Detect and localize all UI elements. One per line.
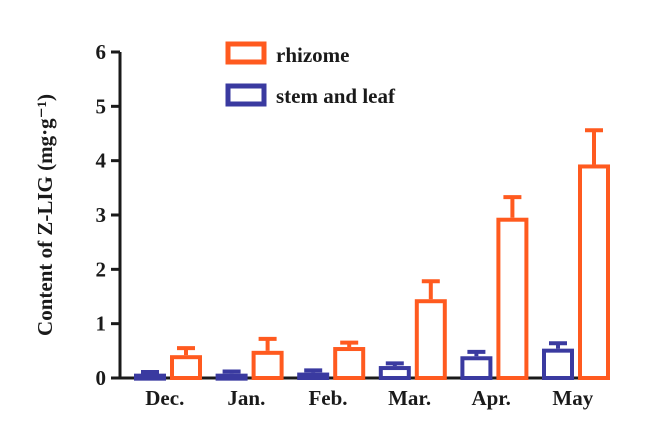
bar-rhizome [414,299,447,381]
x-category-labels: Dec. Jan. Feb. Mar. Apr. May [145,386,593,410]
x-category-label: Mar. [388,386,431,410]
y-axis-label: Content of Z-LIG (mg·g⁻¹) [33,94,57,336]
bar-stem-and-leaf [215,373,248,381]
bar-rhizome [170,355,202,380]
bar-rhizome [496,217,529,380]
x-category-label: Apr. [471,386,511,410]
bar-stem-and-leaf [134,373,166,381]
y-tick-label: 3 [96,203,107,227]
y-ticks: 0 1 2 3 4 5 6 [96,40,120,390]
legend-swatch-rhizome [225,41,267,65]
legend-label-rhizome: rhizome [276,43,349,67]
y-tick-label: 0 [96,366,107,390]
bar-rhizome [333,347,366,380]
legend-label-stem-and-leaf: stem and leaf [276,84,396,108]
bar-stem-and-leaf [460,356,493,380]
y-tick-label: 2 [96,257,107,281]
bar-rhizome [251,350,284,381]
legend: rhizome stem and leaf [225,41,396,108]
y-tick-label: 4 [96,149,107,173]
bar-stem-and-leaf [542,348,574,381]
bar-stem-and-leaf [378,366,411,380]
y-tick-label: 6 [96,40,107,64]
legend-swatch-stem-and-leaf [225,83,267,107]
x-category-label: Feb. [308,386,347,410]
bars [134,128,610,381]
bar-rhizome [578,164,610,380]
bar-stem-and-leaf [297,372,330,381]
x-category-label: Jan. [227,386,265,410]
x-category-label: May [552,386,593,410]
y-tick-label: 1 [96,312,107,336]
y-tick-label: 5 [96,94,107,118]
x-category-label: Dec. [145,386,184,410]
